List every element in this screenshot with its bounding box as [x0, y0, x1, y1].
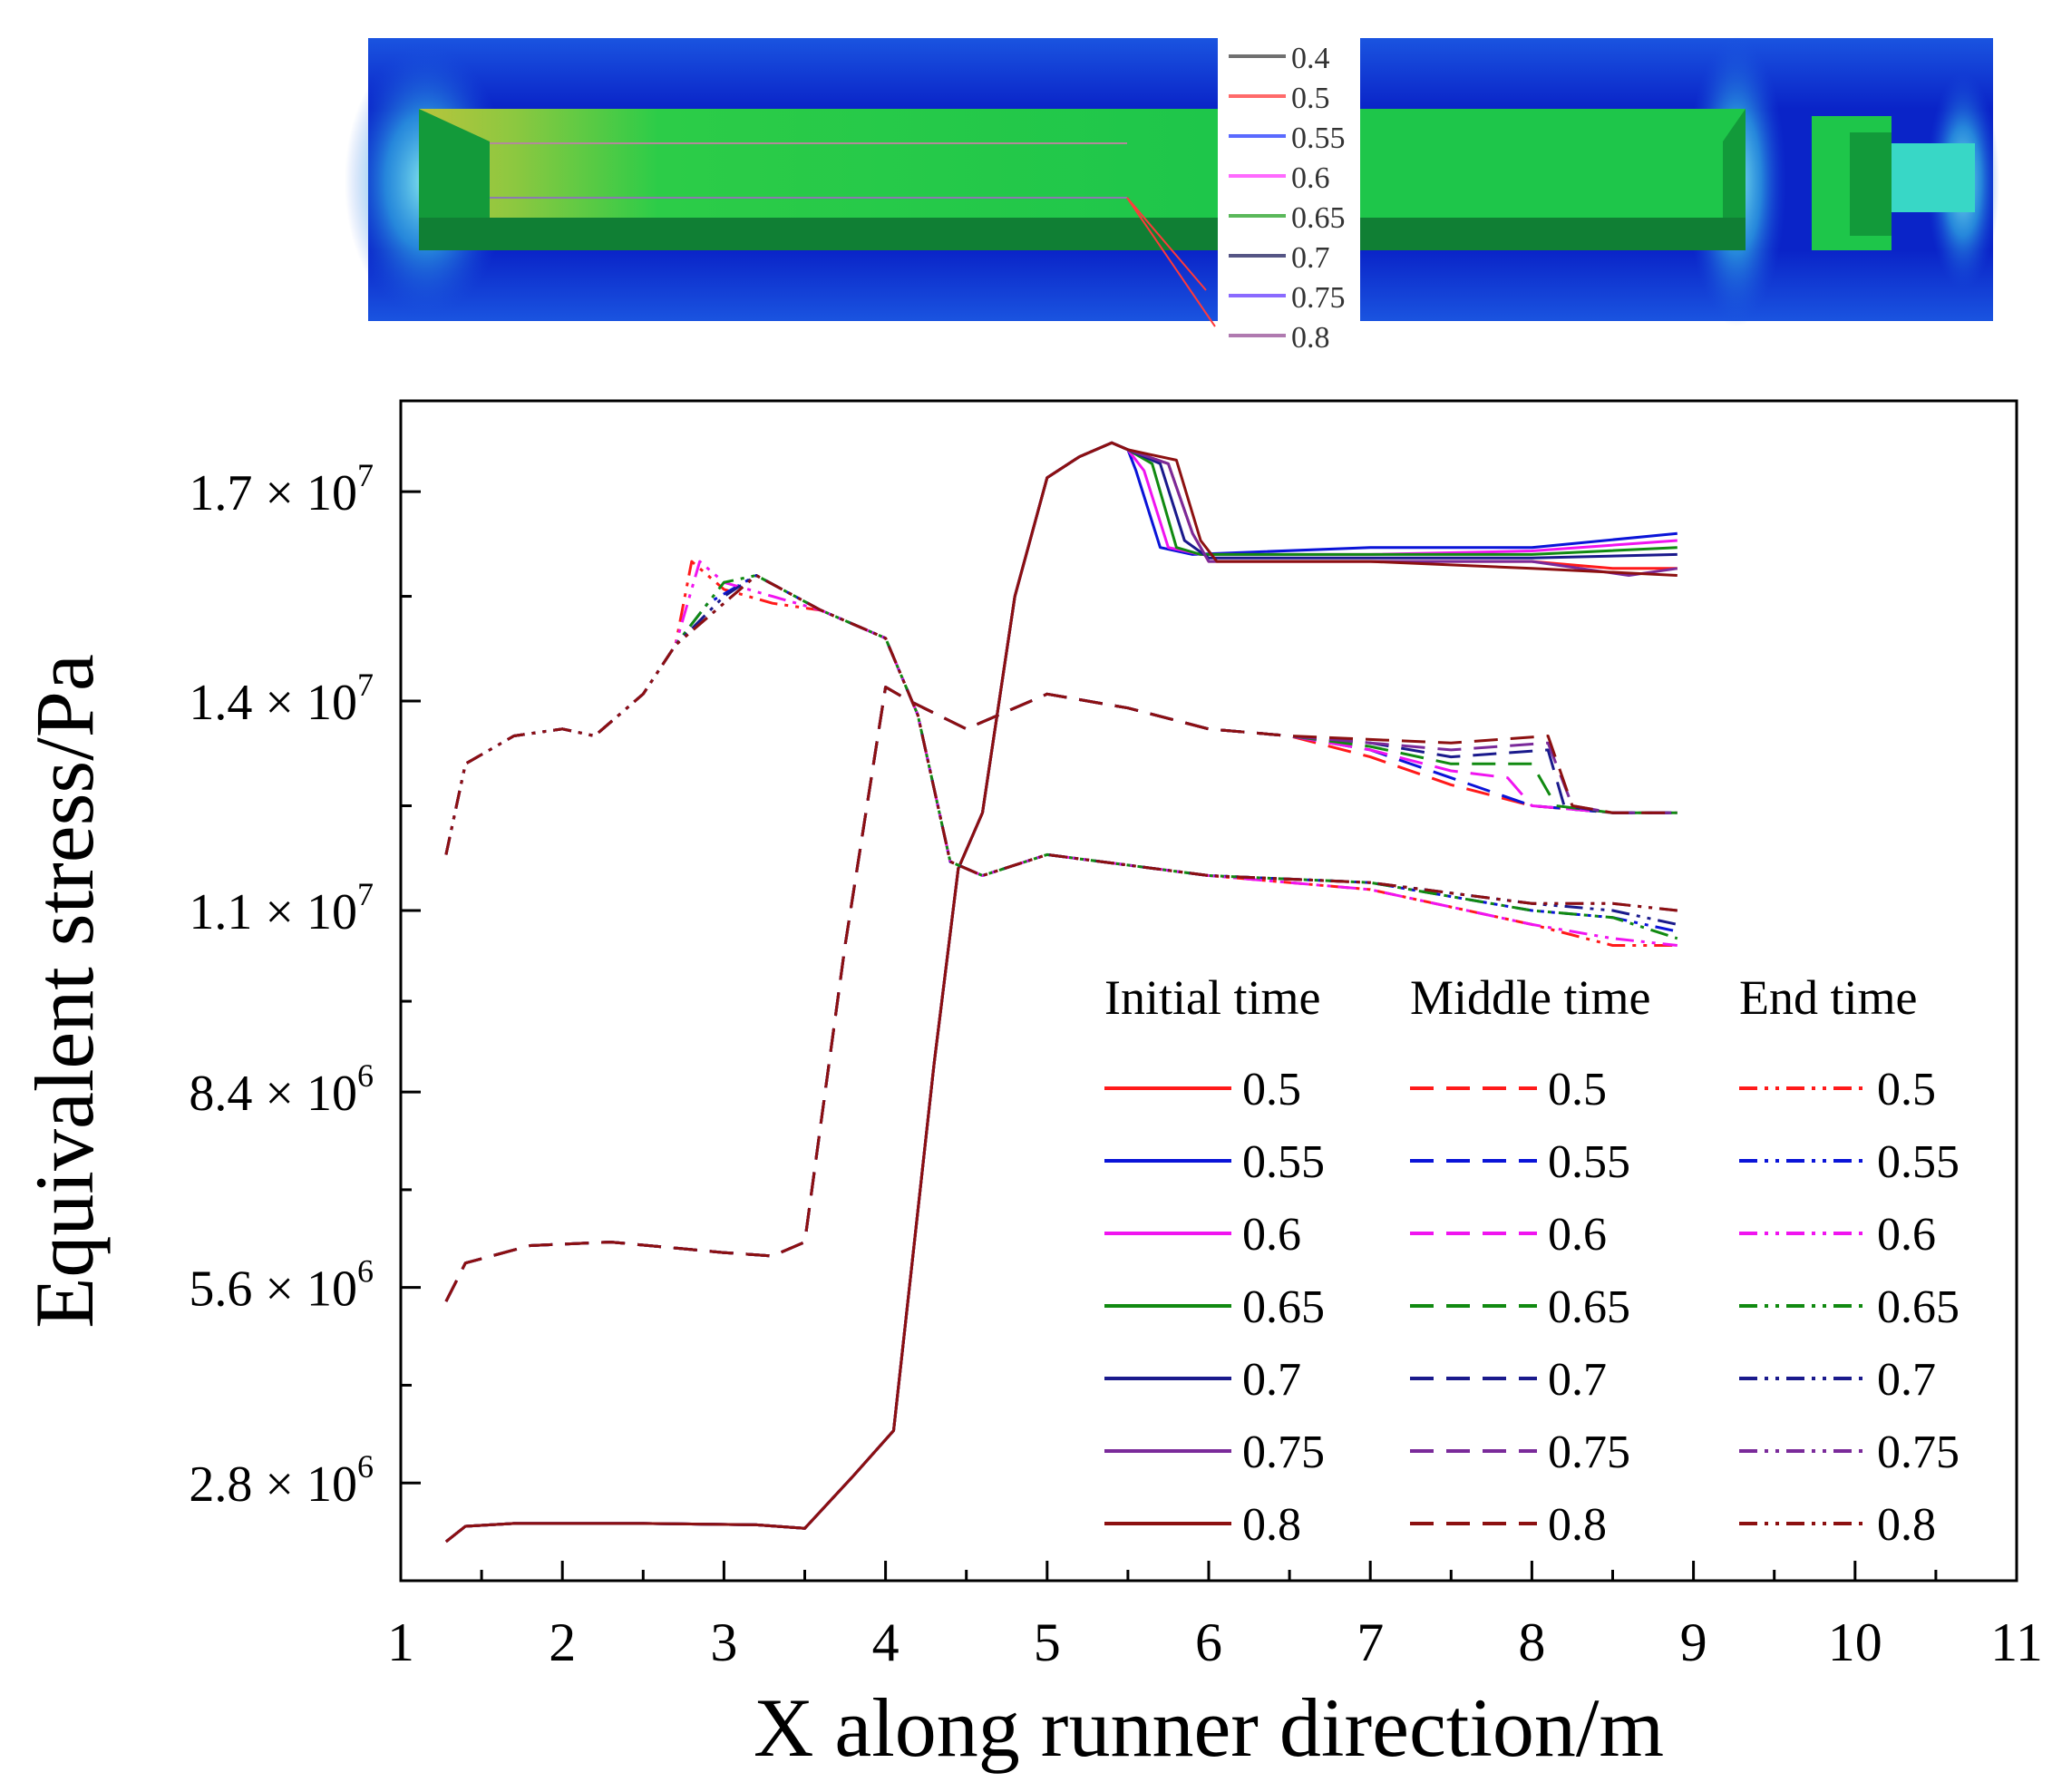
- contour-legend-label: 0.8: [1291, 321, 1330, 355]
- contour-legend-box: [1218, 20, 1360, 372]
- contour-legend-label: 0.75: [1291, 281, 1346, 315]
- legend-group-title: Initial time: [1104, 970, 1320, 1025]
- y-tick-label: 8.4 × 106: [189, 1057, 374, 1122]
- x-tick-label: 9: [1680, 1612, 1707, 1672]
- series-line-2-0.5: [444, 686, 1678, 1302]
- legend-group-title: Middle time: [1410, 970, 1650, 1025]
- contour-core-right-floor: [1360, 218, 1746, 250]
- contour-legend-label: 0.5: [1291, 82, 1330, 115]
- legend-item-label: 0.75: [1548, 1427, 1630, 1478]
- legend-item-label: 0.6: [1548, 1209, 1607, 1261]
- contour-legend-label: 0.65: [1291, 201, 1346, 235]
- x-tick-label: 1: [387, 1612, 414, 1672]
- legend-item-label: 0.7: [1877, 1354, 1936, 1406]
- legend-item-label: 0.75: [1242, 1427, 1325, 1478]
- legend-item-label: 0.5: [1548, 1064, 1607, 1115]
- legend-item-label: 0.5: [1877, 1064, 1936, 1115]
- legend-item-label: 0.8: [1548, 1499, 1607, 1551]
- legend-item-label: 0.6: [1877, 1209, 1936, 1261]
- x-tick-label: 5: [1034, 1612, 1061, 1672]
- contour-legend: 0.4 0.5 0.55 0.6 0.65 0.7 0.75 0.8: [1229, 42, 1346, 355]
- contour-probe-diagonal-2: [1126, 197, 1207, 291]
- x-tick-label: 6: [1195, 1612, 1222, 1672]
- legend-item-label: 0.75: [1877, 1427, 1960, 1478]
- legend-item-label: 0.7: [1548, 1354, 1607, 1406]
- contour-core-bevel: [419, 109, 490, 250]
- legend-item-label: 0.5: [1242, 1064, 1301, 1115]
- series-line-2-0.55: [444, 686, 1678, 1302]
- y-tick-label: 1.1 × 107: [189, 876, 374, 940]
- legend-item-label: 0.55: [1548, 1136, 1630, 1188]
- y-axis-ticks: 2.8 × 106 5.6 × 106 8.4 × 106 1.1 × 107 1.4 …: [189, 457, 421, 1513]
- legend-item-label: 0.8: [1242, 1499, 1301, 1551]
- contour-end-nozzle: [1892, 143, 1975, 212]
- legend-item-label: 0.65: [1242, 1281, 1325, 1333]
- stress-contour-image: 0.4 0.5 0.55 0.6 0.65 0.7 0.75 0.8: [345, 20, 1999, 372]
- contour-legend-label: 0.7: [1291, 241, 1330, 275]
- contour-gap: [1803, 109, 1812, 250]
- legend: Initial time 0.5 0.55 0.6 0.65 0.7 0.75 0.8 Midd…: [1104, 970, 1960, 1551]
- legend-item-label: 0.65: [1548, 1281, 1630, 1333]
- legend-item-label: 0.65: [1877, 1281, 1960, 1333]
- legend-item-label: 0.55: [1242, 1136, 1325, 1188]
- x-axis-ticks: 1 2 3 4 5 6 7 8 9 10 11: [387, 1561, 2043, 1672]
- y-axis-label: Equivalent stress/Pa: [18, 654, 111, 1329]
- y-tick-label: 1.7 × 107: [189, 457, 374, 521]
- legend-item-label: 0.8: [1877, 1499, 1936, 1551]
- contour-probe-diagonal-1: [1126, 197, 1216, 327]
- x-tick-label: 10: [1828, 1612, 1882, 1672]
- y-tick-label: 1.4 × 107: [189, 667, 374, 731]
- legend-item-label: 0.7: [1242, 1354, 1301, 1406]
- x-axis-label: X along runner direction/m: [754, 1681, 1664, 1774]
- contour-core-right-bevel: [1723, 109, 1746, 250]
- contour-legend-label: 0.6: [1291, 161, 1330, 195]
- x-tick-label: 2: [549, 1612, 576, 1672]
- contour-core-right: [1360, 109, 1746, 250]
- contour-legend-label: 0.4: [1291, 42, 1330, 75]
- x-tick-label: 3: [710, 1612, 737, 1672]
- x-tick-label: 4: [872, 1612, 900, 1672]
- series-line-2-0.8: [444, 686, 1678, 1302]
- x-tick-label: 8: [1518, 1612, 1545, 1672]
- x-tick-label: 7: [1357, 1612, 1384, 1672]
- contour-legend-label: 0.55: [1291, 122, 1346, 155]
- x-tick-label: 11: [1990, 1612, 2043, 1672]
- y-tick-label: 2.8 × 106: [189, 1448, 374, 1513]
- y-tick-label: 5.6 × 106: [189, 1253, 374, 1318]
- legend-group-title: End time: [1739, 970, 1917, 1025]
- contour-end-bevel: [1850, 132, 1892, 236]
- series-line-3-0.8: [444, 574, 1678, 912]
- legend-item-label: 0.55: [1877, 1136, 1960, 1188]
- legend-item-label: 0.6: [1242, 1209, 1301, 1261]
- contour-core-left-floor: [419, 218, 1218, 250]
- series-layer: [444, 441, 1678, 1544]
- plot-frame: [399, 399, 2018, 1583]
- series-line-1-0.8: [444, 441, 1678, 1544]
